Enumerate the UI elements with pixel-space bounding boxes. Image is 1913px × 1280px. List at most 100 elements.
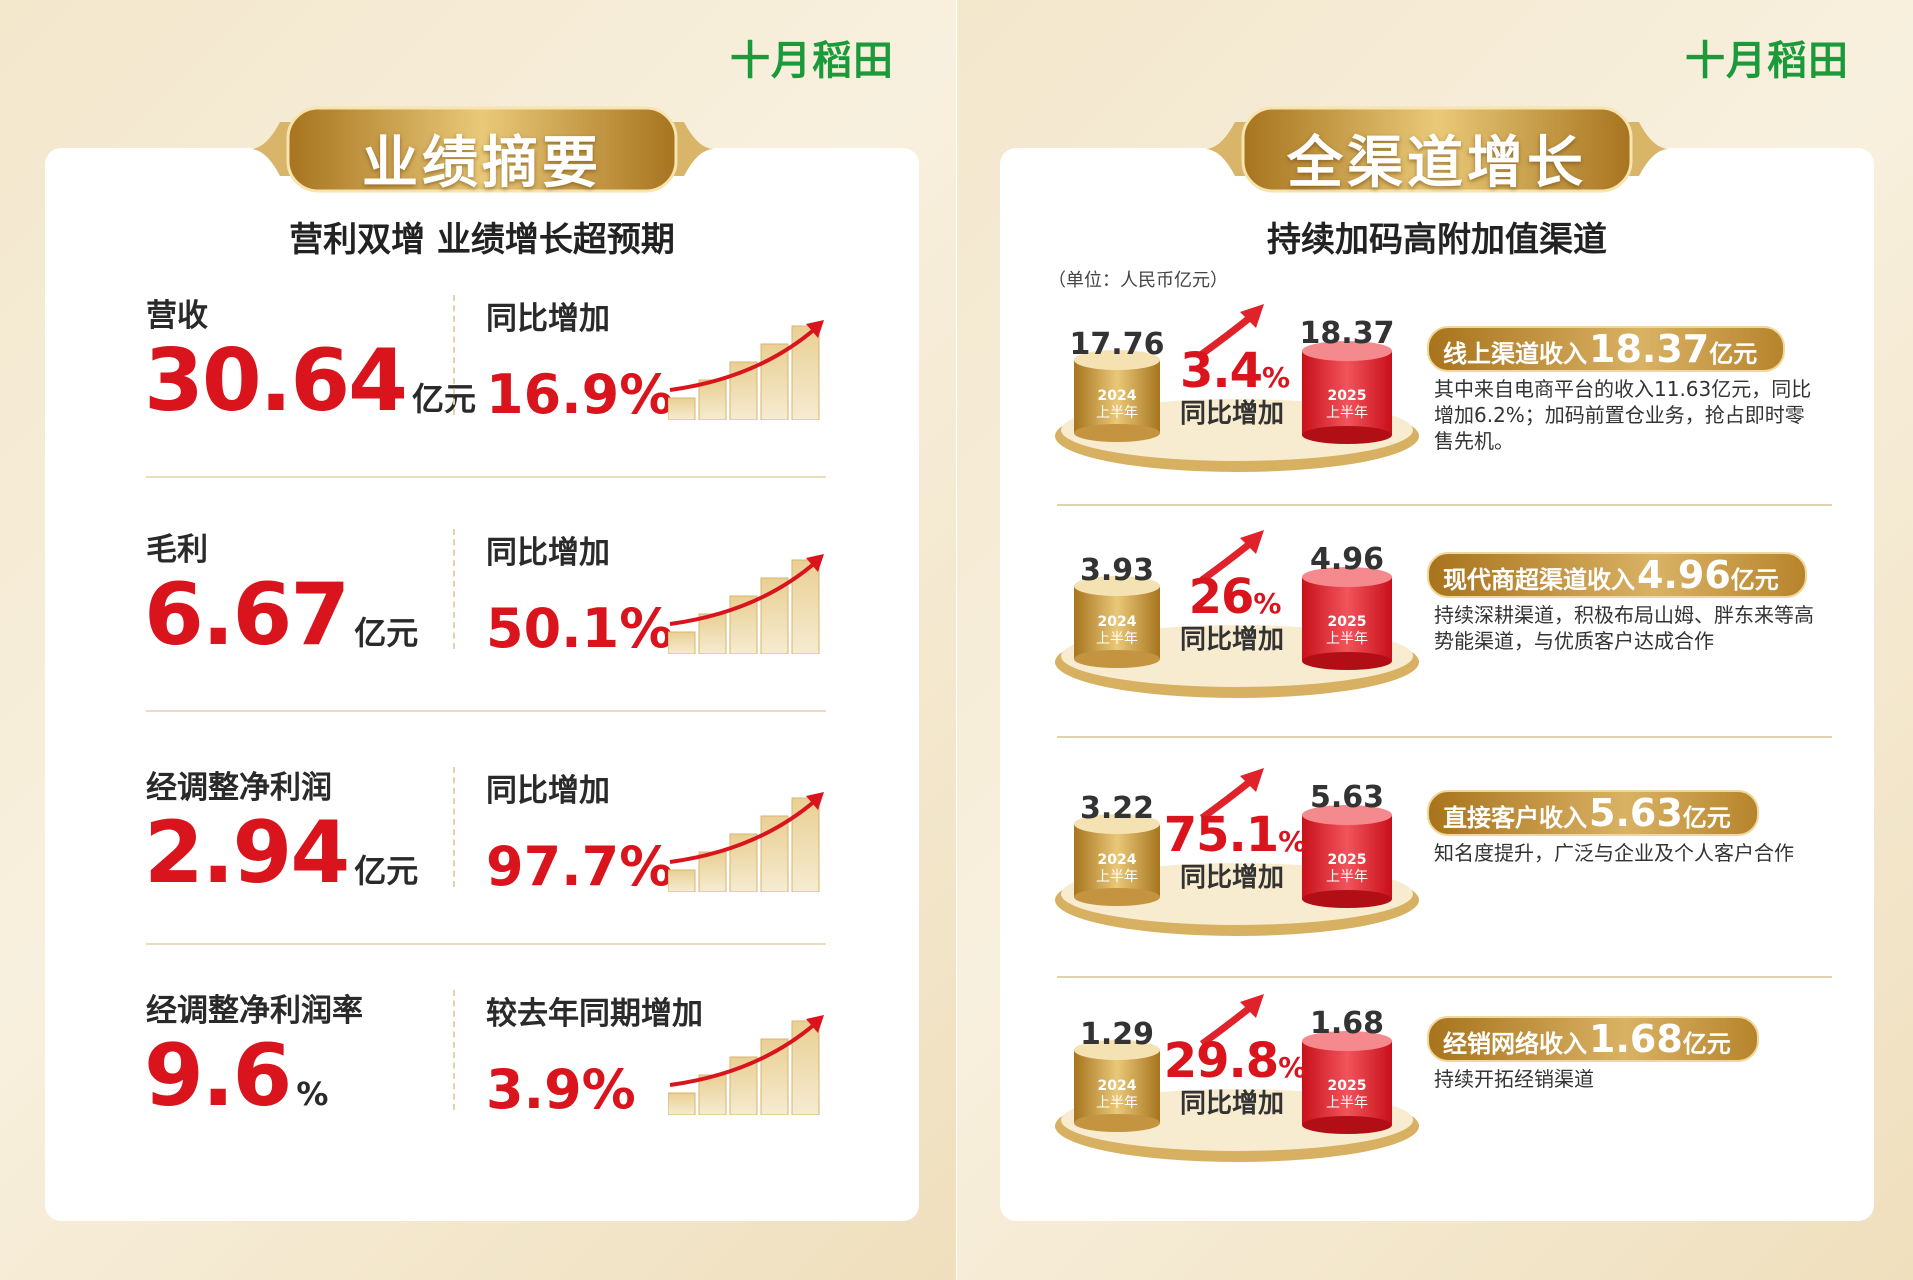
metric-label: 经调整净利润率 — [146, 993, 363, 1029]
growth-bar — [729, 833, 758, 893]
growth-line: 3.4% — [1155, 347, 1315, 395]
cylinder-2025 — [1302, 577, 1392, 661]
description: 持续开拓经销渠道 — [1434, 1067, 1594, 1091]
growth-value: 75.1 — [1163, 807, 1279, 863]
metric-label: 毛利 — [146, 532, 208, 568]
growth-value: 26 — [1188, 569, 1255, 625]
change-label: 同比增加 — [486, 773, 610, 809]
cylinder-bottom — [1302, 1116, 1392, 1134]
headline-unit: 亿元 — [1709, 340, 1758, 368]
growth-label: 同比增加 — [1179, 399, 1284, 429]
cylinder-top — [1302, 567, 1392, 587]
brand: 十月稻田 — [730, 38, 894, 84]
divider-dashed — [453, 990, 455, 1110]
year-2025: 2025 — [1327, 1078, 1367, 1094]
growth-bar — [791, 559, 820, 655]
growth-chart — [667, 552, 824, 658]
year-2025: 2025 — [1327, 614, 1367, 630]
growth-arrow — [669, 326, 818, 392]
year-2024: 2024 — [1097, 1078, 1137, 1094]
section-title: 全渠道增长 — [1287, 131, 1587, 196]
metric-value-line: 9.6% — [144, 1033, 328, 1119]
half-2025: 上半年 — [1326, 869, 1368, 885]
banner — [1205, 104, 1669, 199]
podium-graphic — [1052, 760, 1422, 944]
podium — [1055, 304, 1419, 472]
value-2024: 3.93 — [1079, 553, 1155, 588]
half-2024: 上半年 — [1096, 405, 1138, 421]
cylinder-2025 — [1302, 351, 1392, 435]
growth-bar — [698, 613, 727, 655]
value-2025: 5.63 — [1309, 780, 1385, 815]
cylinder-top — [1302, 1031, 1392, 1051]
description: 持续深耕渠道，积极布局山姆、胖东来等高势能渠道，与优质客户达成合作 — [1434, 603, 1814, 653]
year-2025: 2025 — [1327, 388, 1367, 404]
year-2024: 2024 — [1097, 388, 1137, 404]
arrow-head — [1240, 530, 1264, 554]
growth-icon — [667, 1015, 824, 1116]
podium — [1055, 768, 1419, 936]
cylinder-bottom — [1302, 652, 1392, 670]
metric-value: 30.64 — [144, 331, 408, 431]
section-title: 业绩摘要 — [362, 131, 602, 196]
metric-value: 9.6 — [144, 1026, 292, 1126]
year-2024: 2024 — [1097, 614, 1137, 630]
metric-label: 经调整净利润 — [146, 770, 332, 806]
growth-bar — [791, 797, 820, 893]
banner-shape — [250, 106, 714, 193]
metric-unit: 亿元 — [412, 380, 477, 418]
metric-value-line: 6.67 亿元 — [144, 572, 418, 658]
cylinder-bottom — [1074, 424, 1160, 442]
divider — [1057, 976, 1832, 978]
half-2024: 上半年 — [1096, 1095, 1138, 1111]
cylinder-2025 — [1302, 815, 1392, 899]
cylinder-top — [1074, 576, 1160, 596]
divider — [146, 476, 826, 478]
growth-bar — [698, 379, 727, 421]
arrow-head — [806, 320, 824, 338]
growth-value: 29.8 — [1163, 1033, 1279, 1089]
cylinder-bottom — [1074, 650, 1160, 668]
metric-value-line: 2.94 亿元 — [144, 810, 418, 896]
change-label: 同比增加 — [486, 535, 610, 571]
growth-chart — [667, 790, 824, 896]
growth-line: 75.1% — [1155, 811, 1315, 859]
arrow-head — [806, 1015, 824, 1033]
headline-value: 5.63 — [1589, 791, 1683, 835]
change-value: 16.9% — [486, 363, 674, 426]
cylinder-top — [1074, 350, 1160, 370]
metric-unit: 亿元 — [354, 852, 419, 890]
value-2024: 3.22 — [1079, 791, 1155, 826]
podium — [1055, 994, 1419, 1162]
cylinder-bottom — [1302, 426, 1392, 444]
growth-value: 3.4 — [1179, 343, 1263, 399]
change-value: 97.7% — [486, 835, 674, 898]
cylinder-2024 — [1074, 586, 1160, 659]
growth-label: 同比增加 — [1179, 625, 1284, 655]
headline-pill: 经销网络收入1.68亿元 — [1427, 1016, 1759, 1062]
banner — [250, 104, 714, 199]
arrow-head — [806, 792, 824, 810]
growth-icon — [667, 792, 824, 893]
growth-bar — [698, 851, 727, 893]
growth-bar — [667, 631, 696, 655]
growth-unit: % — [1278, 1051, 1307, 1084]
growth-bar — [667, 869, 696, 893]
podium-graphic — [1052, 522, 1422, 706]
arrow-head — [806, 554, 824, 572]
metric-value: 2.94 — [144, 803, 350, 903]
growth-unit: % — [1261, 361, 1291, 394]
value-2025: 1.68 — [1309, 1006, 1385, 1041]
banner-shape — [1205, 106, 1669, 193]
headline-value: 1.68 — [1589, 1017, 1683, 1061]
change-label: 同比增加 — [486, 301, 610, 337]
growth-unit: % — [1253, 587, 1282, 620]
metric-value-line: 30.64 亿元 — [144, 338, 476, 424]
growth-chart — [667, 318, 824, 424]
value-2024: 17.76 — [1069, 327, 1165, 362]
headline-unit: 亿元 — [1682, 1030, 1731, 1058]
year-2024: 2024 — [1097, 852, 1137, 868]
divider-dashed — [453, 295, 455, 415]
growth-label: 同比增加 — [1179, 863, 1284, 893]
